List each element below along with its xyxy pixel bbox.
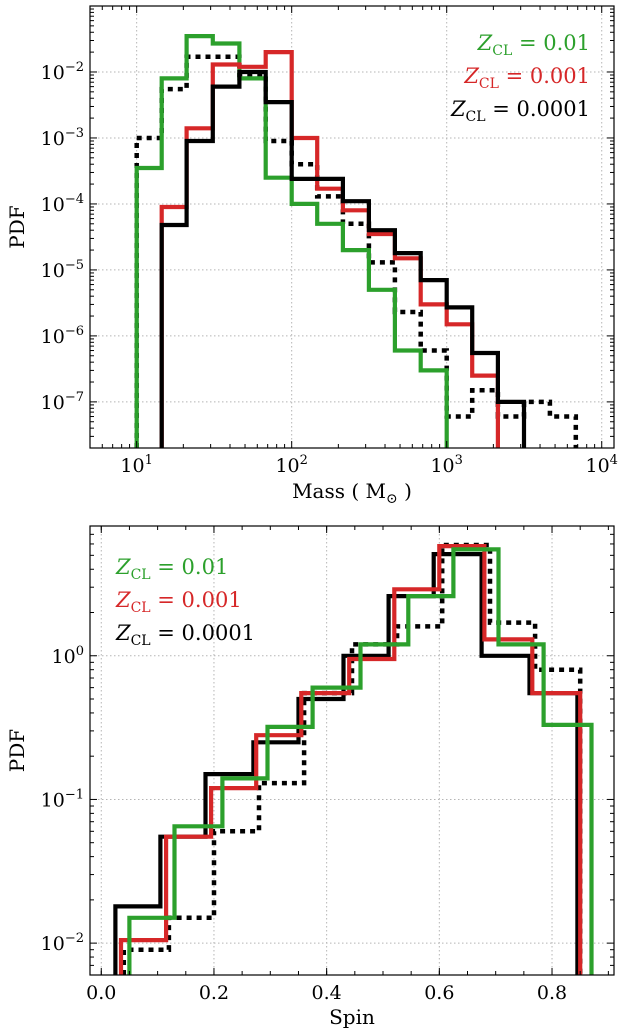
x-tick-label: 0.0 xyxy=(86,982,116,1004)
y-tick-label: 10−1 xyxy=(41,787,84,811)
y-tick-label: 100 xyxy=(52,644,84,668)
legend-entry: ZCL = 0.01 xyxy=(477,31,590,59)
y-tick-label: 10−7 xyxy=(41,390,84,414)
x-tick-label: 102 xyxy=(275,453,307,477)
x-axis-label: Mass ( M⊙ ) xyxy=(292,479,412,507)
y-tick-label: 10−5 xyxy=(41,258,84,282)
x-tick-label: 0.6 xyxy=(424,982,454,1004)
x-tick-label: 104 xyxy=(585,453,617,477)
histogram-series-0.0001 xyxy=(159,69,527,448)
legend-entry: ZCL = 0.001 xyxy=(463,64,590,92)
y-tick-label: 10−2 xyxy=(41,931,84,955)
y-tick-label: 10−3 xyxy=(41,126,84,150)
legend-entry: ZCL = 0.0001 xyxy=(450,97,590,125)
x-tick-label: 101 xyxy=(120,453,152,477)
x-tick-label: 0.8 xyxy=(537,982,567,1004)
y-tick-label: 10−4 xyxy=(41,192,84,216)
x-tick-label: 0.4 xyxy=(312,982,342,1004)
legend-entry: ZCL = 0.01 xyxy=(115,555,228,583)
histogram-series-0.01 xyxy=(134,34,449,448)
legend-entry: ZCL = 0.0001 xyxy=(115,621,255,649)
spin-pdf-panel: 0.0 0.2 0.4 0.6 0.8 10−2 10−1 100 Spin PDF ZCL = 0… xyxy=(5,525,615,1029)
x-tick-label: 0.2 xyxy=(199,982,229,1004)
y-tick-label: 10−6 xyxy=(41,324,84,348)
histogram-series-0.001 xyxy=(118,544,583,975)
x-axis-label: Spin xyxy=(329,1005,375,1029)
y-axis-label: PDF xyxy=(5,205,29,248)
x-tick-label: 103 xyxy=(430,453,462,477)
plot-frame xyxy=(89,5,615,449)
legend-entry: ZCL = 0.001 xyxy=(115,588,242,616)
mass-pdf-panel: 101 102 103 104 10−7 10−6 10−5 10−4 10−3 10−2 Mass… xyxy=(5,5,618,507)
histogram-series-0.01 xyxy=(127,547,594,975)
y-tick-label: 10−2 xyxy=(41,60,84,84)
y-axis-label: PDF xyxy=(5,729,29,772)
plot-frame xyxy=(89,525,615,976)
histogram-series-dotted xyxy=(121,542,583,975)
